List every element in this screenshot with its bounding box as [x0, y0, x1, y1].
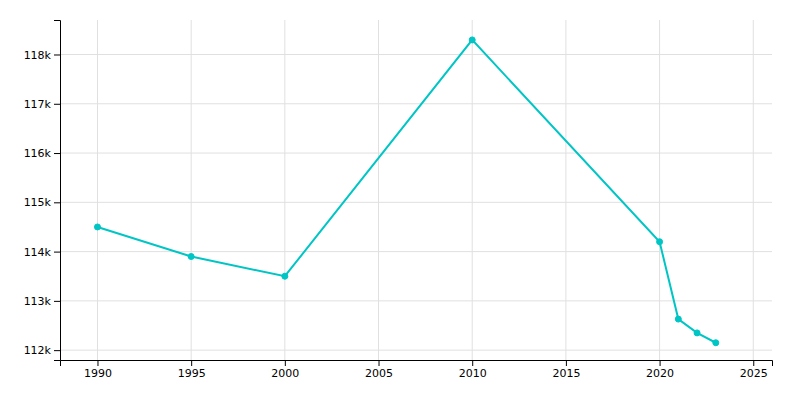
- tick-label: 2005: [365, 367, 393, 380]
- grid-line: [284, 20, 285, 360]
- marker: [469, 37, 475, 43]
- tick-mark: [54, 350, 60, 351]
- marker: [657, 239, 663, 245]
- tick-mark: [54, 104, 60, 105]
- grid-line: [60, 202, 772, 203]
- tick-mark: [379, 360, 380, 366]
- tick-label: 1995: [178, 367, 206, 380]
- grid-line: [753, 20, 754, 360]
- tick-mark: [54, 301, 60, 302]
- tick-mark: [191, 360, 192, 366]
- plot: 1990 1995 2000 2005 2010 2015 2020 2025 112k 113k…: [24, 20, 773, 380]
- tick-label: 2000: [271, 367, 299, 380]
- tick-label: 2015: [552, 367, 580, 380]
- marker: [282, 273, 288, 279]
- axis-line: [54, 21, 61, 361]
- tick-mark: [566, 360, 567, 366]
- axis-line: [61, 361, 773, 367]
- tick: 2020: [646, 360, 674, 380]
- tick-mark: [660, 360, 661, 366]
- tick: 115k: [24, 196, 60, 209]
- marker: [713, 340, 719, 346]
- tick-mark: [54, 54, 60, 55]
- chart: 1990 1995 2000 2005 2010 2015 2020 2025 112k 113k…: [0, 0, 800, 400]
- tick: 113k: [24, 295, 60, 308]
- tick-mark: [753, 360, 754, 366]
- x-axis: 1990 1995 2000 2005 2010 2015 2020 2025: [61, 360, 773, 380]
- tick: 2000: [271, 360, 299, 380]
- grid-line: [191, 20, 192, 360]
- grid-line: [565, 20, 566, 360]
- tick: 2025: [740, 360, 768, 380]
- tick-label: 116k: [24, 147, 52, 160]
- grid-line: [60, 251, 772, 252]
- tick: 1995: [178, 360, 206, 380]
- marker: [94, 224, 100, 230]
- marks: [94, 37, 718, 346]
- tick-label: 113k: [24, 295, 52, 308]
- tick: 118k: [24, 49, 60, 62]
- tick-label: 117k: [24, 98, 52, 111]
- marker: [675, 316, 681, 322]
- grid-line: [60, 153, 772, 154]
- tick: 117k: [24, 98, 60, 111]
- grid-line: [97, 20, 98, 360]
- grid: [60, 20, 772, 360]
- tick-label: 2010: [459, 367, 487, 380]
- tick: 112k: [24, 344, 60, 357]
- tick-mark: [54, 252, 60, 253]
- marker: [694, 330, 700, 336]
- grid-line: [60, 54, 772, 55]
- tick: 2005: [365, 360, 393, 380]
- line: [97, 40, 715, 343]
- tick: 2015: [552, 360, 580, 380]
- tick: 2010: [459, 360, 487, 380]
- tick-label: 114k: [24, 246, 52, 259]
- grid-line: [378, 20, 379, 360]
- tick: 114k: [24, 246, 60, 259]
- grid-line: [472, 20, 473, 360]
- grid-line: [659, 20, 660, 360]
- tick-label: 115k: [24, 196, 52, 209]
- grid-line: [60, 300, 772, 301]
- grid-line: [60, 350, 772, 351]
- y-axis: 112k 113k 114k 115k 116k 117k 118k: [24, 21, 61, 361]
- marker: [188, 254, 194, 260]
- tick-mark: [54, 202, 60, 203]
- tick: 1990: [84, 360, 112, 380]
- tick-mark: [97, 360, 98, 366]
- tick-label: 118k: [24, 49, 52, 62]
- tick-mark: [472, 360, 473, 366]
- tick: 116k: [24, 147, 60, 160]
- tick-label: 2025: [740, 367, 768, 380]
- tick-label: 112k: [24, 344, 52, 357]
- tick-label: 2020: [646, 367, 674, 380]
- tick-mark: [54, 153, 60, 154]
- grid-line: [60, 103, 772, 104]
- tick-mark: [285, 360, 286, 366]
- tick-label: 1990: [84, 367, 112, 380]
